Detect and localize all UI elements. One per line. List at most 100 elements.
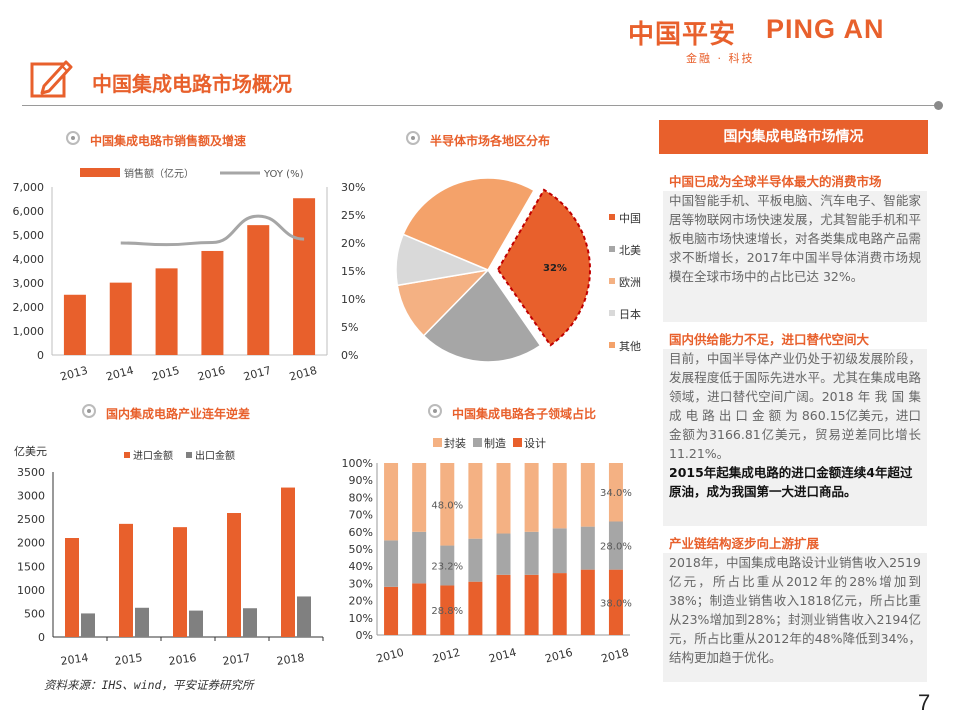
y-tick-label: 80% xyxy=(349,491,373,504)
bar-data-label: 23.2% xyxy=(431,562,463,573)
legend-label: 销售额（亿元） xyxy=(124,167,194,180)
legend-label: 出口金额 xyxy=(195,449,235,462)
legend-label: 日本 xyxy=(619,307,641,321)
legend-swatch-seg xyxy=(473,438,482,447)
bar-seg-设计 xyxy=(440,585,455,635)
bar-import xyxy=(227,513,241,637)
x-tick-label: 2015 xyxy=(150,364,180,384)
bar-seg-制造 xyxy=(580,526,595,570)
y2-tick-label: 5% xyxy=(341,321,358,334)
panel-block-consumption: 中国已成为全球半导体最大的消费市场 中国智能手机、平板电脑、汽车电子、智能家居等… xyxy=(663,172,927,322)
x-tick-label: 2015 xyxy=(114,651,144,668)
x-tick-label: 2013 xyxy=(59,364,89,384)
y-tick-label: 3,000 xyxy=(13,277,45,290)
legend-swatch-seg xyxy=(513,438,522,447)
bar-seg-设计 xyxy=(580,569,595,635)
bar-seg-封装 xyxy=(384,463,399,541)
legend-label: 设计 xyxy=(524,437,546,450)
bar-seg-封装 xyxy=(580,463,595,527)
source-note: 资料来源：IHS、wind，平安证券研究所 xyxy=(44,678,254,692)
bar-import xyxy=(65,538,79,637)
y2-tick-label: 10% xyxy=(341,293,365,306)
legend-swatch-seg xyxy=(433,438,442,447)
panel-heading: 产业链结构逐步向上游扩展 xyxy=(663,534,927,553)
x-tick-label: 2014 xyxy=(487,646,517,666)
y2-tick-label: 20% xyxy=(341,237,365,250)
legend-label: 制造 xyxy=(484,436,506,450)
x-tick-label: 2014 xyxy=(105,364,135,384)
divider-dot xyxy=(934,101,943,110)
bar-sales xyxy=(63,294,86,355)
section-bullet-icon xyxy=(66,131,80,145)
panel-heading: 国内供给能力不足，进口替代空间大 xyxy=(663,330,927,349)
bar-seg-封装 xyxy=(468,463,483,539)
bar-import xyxy=(173,527,187,637)
x-tick-label: 2016 xyxy=(196,364,226,384)
title-divider xyxy=(22,105,938,106)
y-tick-label: 5,000 xyxy=(13,229,45,242)
panel-block-supply: 国内供给能力不足，进口替代空间大 目前，中国半导体产业仍处于初级发展阶段，发展程… xyxy=(663,330,927,526)
bar-data-label: 38.0% xyxy=(600,598,632,609)
x-tick-label: 2016 xyxy=(544,646,574,666)
y-tick-label: 500 xyxy=(24,607,45,620)
y-tick-label: 6,000 xyxy=(13,205,45,218)
logo-chinese: 中国平安 xyxy=(628,20,737,50)
x-tick-label: 2016 xyxy=(168,651,198,668)
panel-block-structure: 产业链结构逐步向上游扩展 2018年，中国集成电路设计业销售收入2519亿元，所… xyxy=(663,534,927,682)
x-tick-label: 2014 xyxy=(60,651,90,668)
y-tick-label: 0 xyxy=(37,349,44,362)
y-tick-label: 1000 xyxy=(17,584,45,597)
panel-banner: 国内集成电路市场情况 xyxy=(659,120,928,154)
bar-data-label: 48.0% xyxy=(431,500,463,511)
x-tick-label: 2012 xyxy=(431,646,461,666)
legend-swatch-pie xyxy=(609,278,615,284)
bar-seg-封装 xyxy=(552,463,567,529)
pie-slice-北美 xyxy=(422,268,542,363)
panel-heading: 中国已成为全球半导体最大的消费市场 xyxy=(663,172,927,191)
bar-seg-制造 xyxy=(412,531,427,584)
legend-label: 封装 xyxy=(444,436,466,450)
y-tick-label: 70% xyxy=(349,509,373,522)
panel-body: 目前，中国半导体产业仍处于初级发展阶段，发展程度低于国际先进水平。尤其在集成电路… xyxy=(669,351,921,461)
y-tick-label: 1500 xyxy=(17,560,45,573)
section-bullet-icon xyxy=(406,131,420,145)
bar-sales xyxy=(201,250,224,355)
section-bullet-icon xyxy=(82,404,96,418)
segment-chart: 封装 制造 设计 0% 10% 20% 30% 40% 50% 60% 70% 80% 90% 100% 2… xyxy=(342,436,632,666)
section-title-regions: 半导体市场各地区分布 xyxy=(430,134,551,148)
section-title-trade: 国内集成电路产业连年逆差 xyxy=(106,407,251,421)
y-tick-label: 1,000 xyxy=(13,325,45,338)
legend-label: 进口金额 xyxy=(133,449,173,462)
bar-seg-制造 xyxy=(468,538,483,582)
y2-tick-label: 25% xyxy=(341,209,365,222)
bar-seg-设计 xyxy=(552,573,567,635)
bar-seg-制造 xyxy=(552,528,567,574)
y-tick-label: 2500 xyxy=(17,513,45,526)
legend-swatch-import xyxy=(124,452,130,458)
pie-data-label: 32% xyxy=(543,263,567,274)
section-title-segments: 中国集成电路各子领域占比 xyxy=(452,407,597,421)
bar-sales xyxy=(109,282,132,355)
y-tick-label: 7,000 xyxy=(13,181,45,194)
panel-body: 中国智能手机、平板电脑、汽车电子、智能家居等物联网市场快速发展，尤其智能手机和平… xyxy=(669,193,921,284)
sales-chart: 销售额（亿元） YOY (%) 0 1,000 2,000 3,000 4,000 5,000… xyxy=(13,167,366,384)
pencil-icon xyxy=(30,60,73,98)
logo-tagline: 金融 · 科技 xyxy=(686,52,755,65)
legend-swatch-pie xyxy=(609,214,615,220)
y-tick-label: 0 xyxy=(38,631,45,644)
bar-seg-制造 xyxy=(440,545,455,586)
y-tick-label: 10% xyxy=(349,612,373,625)
logo-english: PING AN xyxy=(766,14,885,44)
y-tick-label: 0% xyxy=(356,629,373,642)
bar-data-label: 34.0% xyxy=(600,488,632,499)
bar-seg-制造 xyxy=(524,531,539,575)
bar-seg-设计 xyxy=(412,583,427,635)
bar-export xyxy=(135,607,149,637)
y-tick-label: 50% xyxy=(349,543,373,556)
bar-seg-设计 xyxy=(468,581,483,635)
y-axis-unit: 亿美元 xyxy=(14,445,47,458)
legend-label: 中国 xyxy=(619,212,641,225)
x-tick-label: 2018 xyxy=(288,364,318,384)
legend-swatch-pie xyxy=(609,342,615,348)
trade-chart: 亿美元 进口金额 出口金额 0 500 1000 1500 2000 2500 3000 3500 2… xyxy=(14,445,324,668)
